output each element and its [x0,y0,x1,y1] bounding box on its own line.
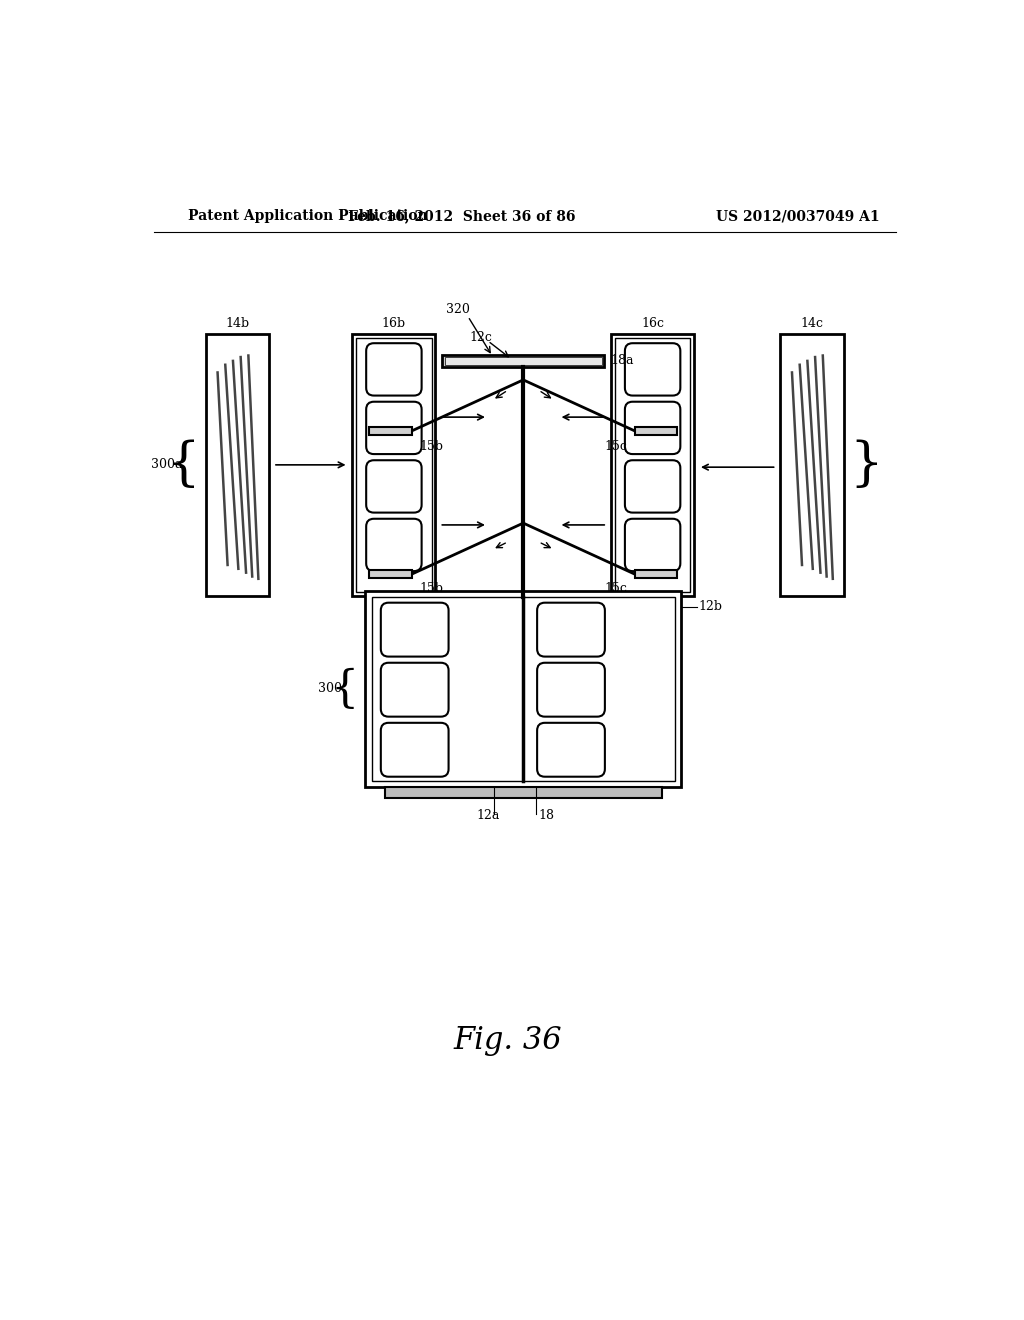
FancyBboxPatch shape [367,401,422,454]
Text: 12c: 12c [469,331,493,345]
Polygon shape [611,334,694,595]
Text: 16c: 16c [641,317,665,330]
Polygon shape [370,570,412,578]
Polygon shape [385,788,662,799]
Text: 18: 18 [539,809,555,822]
Text: Fig. 36: Fig. 36 [454,1024,562,1056]
FancyBboxPatch shape [625,401,680,454]
Text: 15b: 15b [419,582,443,594]
Polygon shape [444,358,602,364]
FancyBboxPatch shape [381,723,449,776]
Text: 300a: 300a [152,458,183,471]
Text: 14b: 14b [225,317,250,330]
Polygon shape [352,334,435,595]
Text: US 2012/0037049 A1: US 2012/0037049 A1 [716,209,880,223]
Text: 15b: 15b [419,440,443,453]
Polygon shape [206,334,269,595]
FancyBboxPatch shape [538,723,605,776]
Polygon shape [370,428,412,434]
Text: 15c: 15c [604,582,628,594]
Text: 18a: 18a [610,354,634,367]
FancyBboxPatch shape [367,461,422,512]
Text: 16b: 16b [382,317,406,330]
Text: 14c: 14c [801,317,823,330]
Polygon shape [635,428,677,434]
FancyBboxPatch shape [381,663,449,717]
Text: Patent Application Publication: Patent Application Publication [188,209,428,223]
Text: 12a: 12a [477,809,501,822]
Text: 12b: 12b [698,601,722,612]
FancyBboxPatch shape [625,461,680,512]
Text: {: { [331,668,359,710]
FancyBboxPatch shape [381,603,449,656]
FancyBboxPatch shape [625,343,680,396]
Text: 15c: 15c [604,440,628,453]
Text: Feb. 16, 2012  Sheet 36 of 86: Feb. 16, 2012 Sheet 36 of 86 [348,209,575,223]
Polygon shape [442,355,604,367]
Text: }: } [850,440,884,490]
Polygon shape [366,591,681,788]
Text: 320: 320 [445,302,470,315]
Text: {: { [166,440,200,490]
FancyBboxPatch shape [625,519,680,572]
Polygon shape [780,334,844,595]
FancyBboxPatch shape [367,519,422,572]
Text: 300: 300 [318,682,342,696]
FancyBboxPatch shape [367,343,422,396]
Polygon shape [635,570,677,578]
FancyBboxPatch shape [538,663,605,717]
FancyBboxPatch shape [538,603,605,656]
